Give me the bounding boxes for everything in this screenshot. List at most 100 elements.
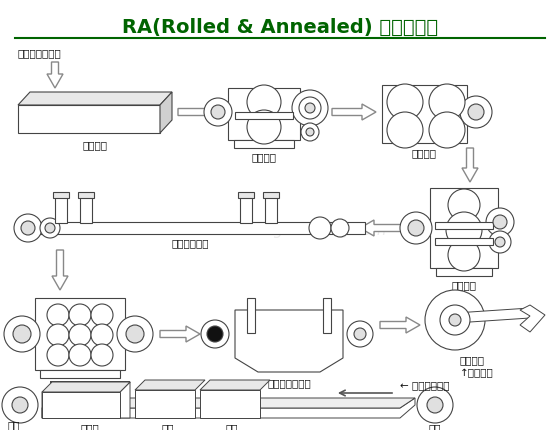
Circle shape xyxy=(4,316,40,352)
Bar xyxy=(238,192,254,198)
Circle shape xyxy=(117,316,153,352)
Circle shape xyxy=(387,84,423,120)
Text: ← 表面處理工程: ← 表面處理工程 xyxy=(400,380,450,390)
Text: （燱軒）: （燱軒） xyxy=(251,152,277,162)
Polygon shape xyxy=(42,392,120,418)
Circle shape xyxy=(69,344,91,366)
Text: 成品: 成品 xyxy=(429,423,441,430)
Circle shape xyxy=(292,90,328,126)
FancyArrow shape xyxy=(178,104,222,120)
Text: （溶層、鑄造）: （溶層、鑄造） xyxy=(18,48,62,58)
Bar xyxy=(382,85,467,143)
Text: 防錄: 防錄 xyxy=(226,423,238,430)
Circle shape xyxy=(21,221,35,235)
Circle shape xyxy=(299,97,321,119)
Circle shape xyxy=(91,344,113,366)
Text: （退火酸洗）: （退火酸洗） xyxy=(171,238,209,248)
Bar xyxy=(247,298,255,333)
Polygon shape xyxy=(42,398,415,408)
Bar xyxy=(235,112,293,119)
Bar xyxy=(53,192,69,198)
Text: RA(Rolled & Annealed) 銅生產流程: RA(Rolled & Annealed) 銅生產流程 xyxy=(122,18,438,37)
Bar xyxy=(435,222,493,229)
Text: （脆脂、洗淨）: （脆脂、洗淨） xyxy=(267,378,311,388)
Circle shape xyxy=(331,219,349,237)
Circle shape xyxy=(495,237,505,247)
Circle shape xyxy=(91,304,113,326)
Text: www.greatrong.com: www.greatrong.com xyxy=(233,222,387,237)
Polygon shape xyxy=(200,380,270,390)
FancyArrow shape xyxy=(380,317,420,333)
Circle shape xyxy=(446,212,482,248)
Circle shape xyxy=(440,305,470,335)
Bar xyxy=(430,188,498,268)
Bar xyxy=(40,370,120,378)
Bar xyxy=(265,195,277,223)
Polygon shape xyxy=(42,398,415,418)
Polygon shape xyxy=(18,105,160,133)
Bar xyxy=(55,195,67,223)
Text: 原箔: 原箔 xyxy=(8,420,21,430)
Polygon shape xyxy=(135,390,195,418)
Circle shape xyxy=(69,324,91,346)
Bar xyxy=(323,298,331,333)
Circle shape xyxy=(449,314,461,326)
Circle shape xyxy=(247,110,281,144)
Circle shape xyxy=(207,326,223,342)
Circle shape xyxy=(448,239,480,271)
FancyArrow shape xyxy=(52,250,68,290)
Polygon shape xyxy=(200,390,260,418)
Bar xyxy=(78,192,94,198)
Circle shape xyxy=(14,214,42,242)
Polygon shape xyxy=(455,308,530,323)
Polygon shape xyxy=(42,382,130,418)
FancyArrow shape xyxy=(160,326,200,342)
Circle shape xyxy=(126,325,144,343)
Circle shape xyxy=(425,290,485,350)
Circle shape xyxy=(204,98,232,126)
Bar xyxy=(35,298,125,370)
Circle shape xyxy=(408,220,424,236)
Circle shape xyxy=(306,128,314,136)
Polygon shape xyxy=(235,310,343,372)
Polygon shape xyxy=(160,92,172,133)
Text: 前處理: 前處理 xyxy=(81,423,99,430)
Bar xyxy=(234,140,294,148)
Circle shape xyxy=(301,123,319,141)
FancyArrow shape xyxy=(360,220,410,236)
Bar xyxy=(436,268,492,276)
Circle shape xyxy=(400,212,432,244)
Circle shape xyxy=(40,218,60,238)
Polygon shape xyxy=(520,305,545,332)
Circle shape xyxy=(427,397,443,413)
Circle shape xyxy=(201,320,229,348)
Circle shape xyxy=(387,112,423,148)
Circle shape xyxy=(45,223,55,233)
Text: （精軒）: （精軒） xyxy=(68,382,92,392)
Circle shape xyxy=(13,325,31,343)
Circle shape xyxy=(305,103,315,113)
Text: （鑄肧）: （鑄肧） xyxy=(82,140,108,150)
Circle shape xyxy=(448,189,480,221)
Circle shape xyxy=(486,208,514,236)
Circle shape xyxy=(468,104,484,120)
Polygon shape xyxy=(135,380,205,390)
Bar xyxy=(80,195,92,223)
FancyArrow shape xyxy=(47,62,63,88)
Polygon shape xyxy=(42,382,130,392)
Circle shape xyxy=(347,321,373,347)
Circle shape xyxy=(309,217,331,239)
Bar xyxy=(15,222,365,234)
Circle shape xyxy=(47,324,69,346)
Bar xyxy=(435,238,493,245)
Text: （原箔）: （原箔） xyxy=(460,355,485,365)
Circle shape xyxy=(91,324,113,346)
Circle shape xyxy=(493,215,507,229)
Circle shape xyxy=(211,105,225,119)
Polygon shape xyxy=(18,92,172,105)
Circle shape xyxy=(417,387,453,423)
Circle shape xyxy=(47,344,69,366)
Circle shape xyxy=(460,96,492,128)
Text: 粗化: 粗化 xyxy=(162,423,174,430)
Circle shape xyxy=(429,112,465,148)
